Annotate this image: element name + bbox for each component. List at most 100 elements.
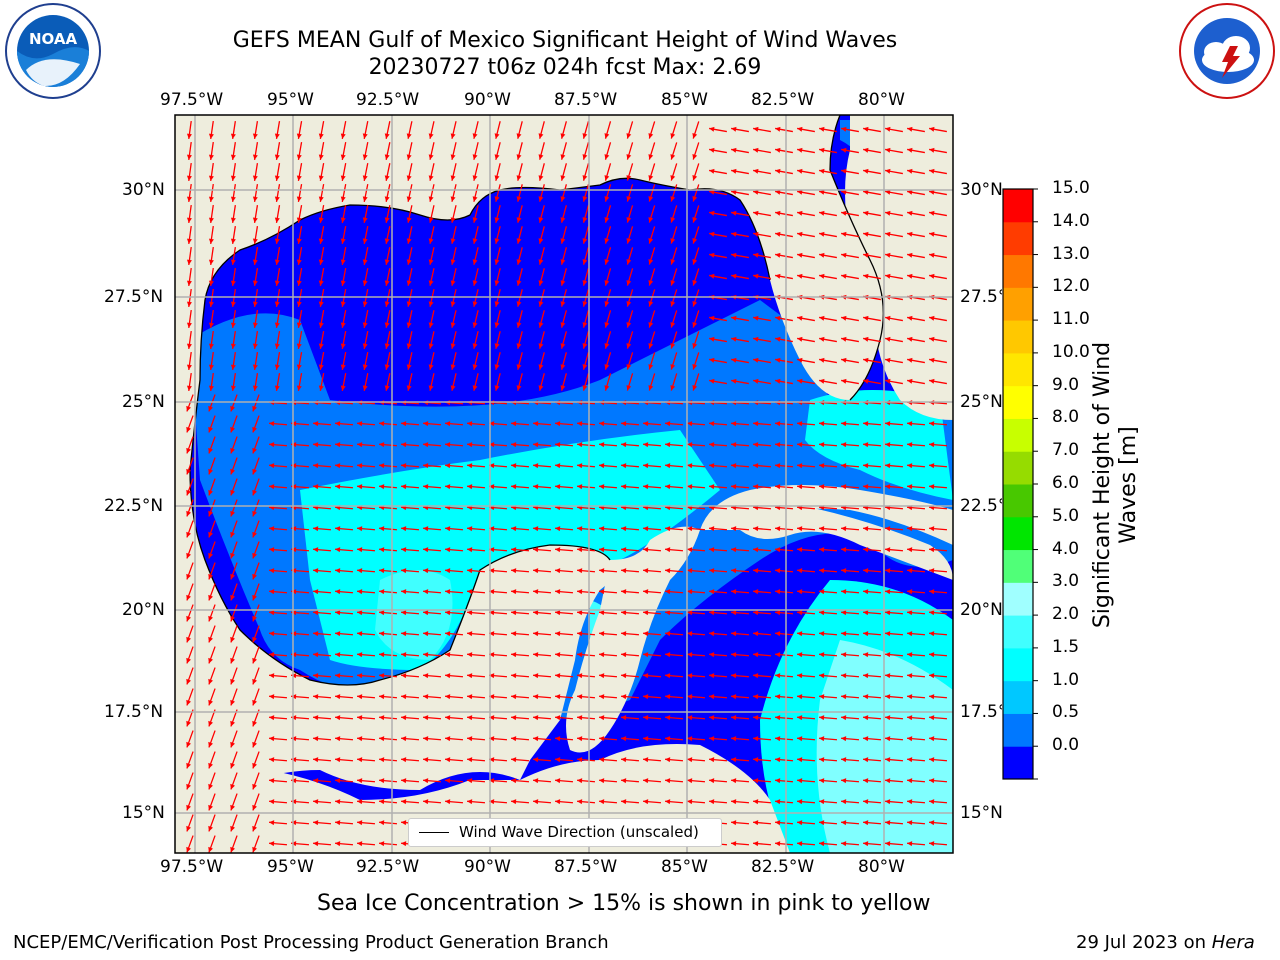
wind-wave-arrowhead [516, 301, 522, 307]
wind-wave-arrowhead [929, 673, 935, 679]
wind-wave-arrowhead [252, 468, 257, 475]
wind-wave-arrowhead [819, 820, 825, 826]
wind-wave-arrowhead [626, 385, 632, 391]
wind-wave-arrowhead [362, 259, 368, 265]
wind-wave-arrowhead [709, 673, 715, 679]
wind-wave-arrowhead [269, 421, 275, 427]
wind-wave-arrowhead [687, 652, 693, 658]
colorbar-tick-label: 15.0 [1052, 178, 1090, 198]
wind-wave-arrowhead [318, 280, 324, 286]
wind-wave-arrowhead [318, 301, 324, 307]
wind-wave-arrowhead [269, 442, 275, 448]
wind-wave-arrowhead [208, 720, 213, 727]
colorbar-swatch [1003, 418, 1033, 452]
wind-wave-arrowhead [555, 589, 561, 595]
wind-wave-arrowhead [516, 196, 522, 202]
wind-wave-arrowhead [599, 736, 605, 742]
wind-wave-arrowhead [819, 484, 825, 490]
wind-wave-arrowhead [648, 217, 654, 223]
wind-wave-arrowhead [357, 463, 363, 469]
wind-wave-arrowhead [665, 568, 671, 574]
wind-wave-arrowhead [445, 799, 451, 805]
wind-wave-arrowhead [885, 757, 891, 763]
wind-wave-arrowhead [208, 552, 213, 559]
wind-wave-arrowhead [819, 210, 825, 216]
wind-wave-arrowhead [797, 147, 803, 153]
wind-wave-arrowhead [186, 280, 192, 286]
wind-wave-arrowhead [665, 715, 671, 721]
wind-wave-arrowhead [577, 442, 583, 448]
wind-wave-arrowhead [555, 631, 561, 637]
wind-wave-arrowhead [863, 547, 869, 553]
wind-wave-arrowhead [731, 820, 737, 826]
wind-wave-arrowhead [379, 421, 385, 427]
wind-wave-arrowhead [907, 231, 913, 237]
wind-wave-arrowhead [626, 238, 632, 244]
wind-wave-arrowhead [318, 217, 324, 223]
wind-wave-arrowhead [467, 652, 473, 658]
wind-wave-arrowhead [296, 217, 302, 223]
lon-label-top-97-5w: 97.5°W [160, 90, 224, 110]
wind-wave-arrowhead [208, 846, 213, 853]
wind-wave-arrowhead [555, 778, 561, 784]
wind-wave-arrowhead [775, 231, 781, 237]
wind-wave-arrowhead [423, 799, 429, 805]
wind-wave-arrowhead [863, 841, 869, 847]
wind-wave-arrowhead [230, 322, 236, 328]
wind-wave-arrowhead [379, 694, 385, 700]
wind-wave-arrowhead [841, 694, 847, 700]
wind-wave-arrowhead [819, 442, 825, 448]
wind-wave-arrowhead [577, 715, 583, 721]
wind-wave-arrowhead [753, 147, 759, 153]
wind-wave-arrowhead [208, 636, 213, 643]
wind-wave-arrowhead [269, 820, 275, 826]
wind-wave-arrowhead [753, 189, 759, 195]
wind-wave-arrowhead [208, 825, 213, 832]
wind-wave-arrowhead [208, 238, 214, 244]
wind-wave-arrowhead [687, 547, 693, 553]
wind-wave-arrowhead [621, 484, 627, 490]
wind-wave-arrowhead [753, 715, 759, 721]
wind-wave-arrowhead [648, 385, 654, 391]
wind-wave-arrowhead [230, 741, 235, 748]
wind-wave-arrowhead [357, 736, 363, 742]
wind-wave-arrowhead [819, 673, 825, 679]
wind-wave-arrowhead [252, 196, 258, 202]
wind-wave-arrowhead [335, 484, 341, 490]
wind-wave-arrowhead [428, 343, 434, 349]
wind-wave-arrowhead [401, 673, 407, 679]
lon-label-top-85w: 85°W [661, 90, 708, 110]
wind-wave-arrowhead [533, 673, 539, 679]
colorbar-tick-label: 4.0 [1052, 538, 1080, 559]
wind-wave-arrowhead [450, 301, 456, 307]
wind-wave-arrowhead [841, 736, 847, 742]
wind-wave-arrowhead [186, 343, 192, 349]
wind-wave-arrowhead [318, 343, 324, 349]
wind-wave-arrowhead [819, 189, 825, 195]
wind-wave-arrowhead [670, 301, 676, 307]
wind-wave-arrowhead [863, 778, 869, 784]
wind-wave-arrowhead [511, 484, 517, 490]
wind-wave-arrowhead [357, 799, 363, 805]
wind-wave-arrowhead [819, 315, 825, 321]
wind-wave-arrowhead [885, 736, 891, 742]
wind-wave-arrowhead [335, 841, 341, 847]
wind-wave-arrowhead [313, 568, 319, 574]
wind-wave-arrowhead [208, 280, 214, 286]
wind-wave-arrowhead [560, 343, 566, 349]
wind-wave-arrowhead [687, 610, 693, 616]
wind-wave-arrowhead [885, 715, 891, 721]
wind-wave-arrowhead [643, 757, 649, 763]
wind-wave-arrowhead [467, 715, 473, 721]
wind-wave-arrowhead [797, 841, 803, 847]
wind-wave-arrowhead [907, 757, 913, 763]
wind-wave-arrowhead [841, 841, 847, 847]
wind-wave-arrowhead [511, 631, 517, 637]
wind-wave-arrowhead [423, 463, 429, 469]
lon-label-top-90w: 90°W [464, 90, 511, 110]
wind-wave-arrowhead [775, 168, 781, 174]
wind-wave-arrowhead [731, 336, 737, 342]
wind-wave-arrowhead [863, 442, 869, 448]
wind-wave-arrowhead [494, 364, 500, 370]
wind-wave-arrowhead [313, 820, 319, 826]
